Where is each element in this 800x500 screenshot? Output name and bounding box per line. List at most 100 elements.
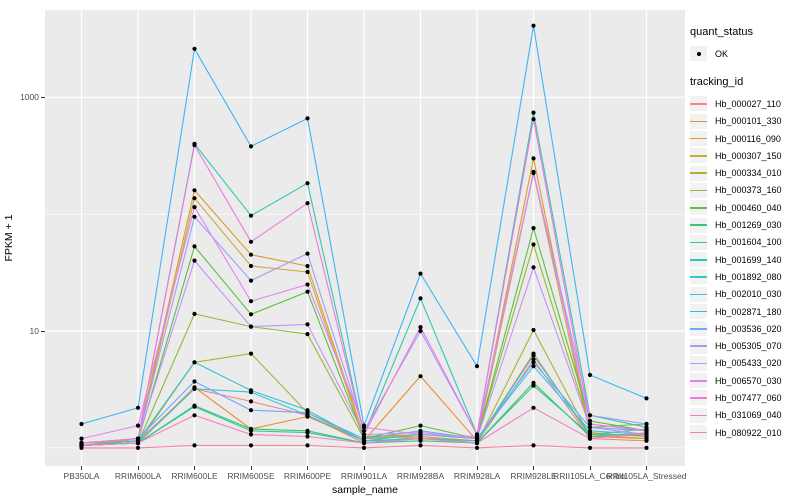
data-point — [531, 265, 536, 270]
x-axis-tick — [646, 466, 647, 470]
legend-item-label: Hb_003536_020 — [715, 323, 782, 334]
legend-item-Hb_001604_100: Hb_001604_100 — [690, 234, 798, 251]
legend-item-ok: OK — [690, 45, 798, 62]
x-axis-tick — [307, 466, 308, 470]
data-point — [192, 360, 197, 365]
data-point — [531, 443, 536, 448]
data-point — [192, 443, 197, 448]
data-point — [361, 425, 367, 430]
x-axis-tick — [533, 466, 534, 470]
data-point — [644, 430, 649, 435]
data-point — [361, 432, 367, 437]
x-tick-label: RRIM600LA — [114, 471, 162, 481]
data-point — [305, 201, 310, 206]
line-key-icon — [690, 217, 707, 233]
legend-item-Hb_001892_080: Hb_001892_080 — [690, 268, 798, 285]
line-key-icon — [690, 182, 707, 198]
y-axis-tick — [41, 96, 45, 98]
data-point — [192, 311, 197, 316]
data-point — [418, 328, 423, 334]
data-point — [418, 432, 423, 437]
legend-item-Hb_031069_040: Hb_031069_040 — [690, 407, 798, 424]
legend-item-label: Hb_007477_060 — [715, 392, 782, 403]
data-point — [531, 169, 536, 174]
x-tick-label: RRII105LA_Control — [553, 471, 627, 481]
data-point — [79, 445, 84, 450]
data-point — [644, 445, 649, 450]
tracking-legend-rows: Hb_000027_110 Hb_000101_330 Hb_000116_090 H… — [690, 95, 798, 441]
legend-item-Hb_000307_150: Hb_000307_150 — [690, 147, 798, 164]
x-axis-tick — [137, 466, 139, 470]
x-axis-tick — [363, 466, 365, 470]
data-point — [248, 263, 254, 269]
data-point — [305, 263, 310, 269]
data-point — [644, 425, 649, 430]
legend-item-label: Hb_005305_070 — [715, 341, 782, 352]
legend-item-label: Hb_000116_090 — [715, 133, 781, 144]
data-point — [248, 443, 254, 448]
legend-item-label: Hb_006570_030 — [715, 375, 782, 386]
legend-item-Hb_007477_060: Hb_007477_060 — [690, 389, 798, 406]
chart-canvas — [45, 10, 685, 466]
data-point — [361, 428, 367, 433]
data-point — [192, 379, 197, 384]
x-axis-tick — [476, 466, 478, 470]
line-key-icon — [690, 234, 707, 250]
data-point — [531, 242, 536, 247]
data-point — [192, 214, 197, 219]
line-key-icon — [690, 355, 707, 371]
data-point — [644, 396, 649, 401]
data-point — [79, 421, 84, 427]
data-point — [135, 405, 141, 410]
legend-item-Hb_003536_020: Hb_003536_020 — [690, 320, 798, 337]
x-axis-tick — [81, 466, 82, 470]
line-key-icon — [690, 425, 707, 441]
data-point — [474, 432, 480, 437]
data-point — [418, 443, 423, 448]
data-point — [587, 418, 593, 423]
x-tick-label: RRII105LA_Stressed — [606, 471, 687, 481]
data-point — [79, 436, 84, 441]
legend-item-Hb_000116_090: Hb_000116_090 — [690, 130, 798, 147]
data-point — [248, 299, 254, 304]
data-point — [644, 421, 649, 427]
plot-panel — [45, 10, 685, 466]
data-point — [531, 23, 536, 28]
legend-item-label: Hb_001604_100 — [715, 237, 782, 248]
data-point — [192, 413, 197, 418]
line-key-icon — [690, 286, 707, 302]
legend-item-label: Hb_002010_030 — [715, 289, 782, 300]
data-point — [305, 282, 310, 287]
legend: quant_status OK tracking_id Hb_000027_11… — [690, 26, 798, 441]
data-point — [531, 383, 536, 388]
legend-item-label: Hb_000373_160 — [715, 185, 782, 196]
data-point — [248, 324, 254, 329]
data-point — [531, 380, 536, 385]
data-point — [587, 445, 593, 450]
data-point — [474, 364, 480, 369]
data-point — [418, 271, 423, 276]
line-key-icon — [690, 252, 707, 268]
legend-item-Hb_001269_030: Hb_001269_030 — [690, 216, 798, 233]
line-key-icon — [690, 390, 707, 406]
legend-item-Hb_000460_040: Hb_000460_040 — [690, 199, 798, 216]
data-point — [418, 374, 423, 379]
data-point — [418, 325, 423, 330]
legend-item-label: Hb_000334_010 — [715, 168, 782, 179]
data-point — [248, 428, 254, 433]
x-axis-tick — [194, 466, 195, 470]
x-tick-label: RRIM928LA — [453, 471, 501, 481]
data-point — [531, 117, 536, 122]
data-point — [474, 445, 480, 450]
data-point — [192, 46, 197, 51]
data-point — [305, 181, 310, 186]
legend-item-label: Hb_000460_040 — [715, 202, 782, 213]
data-point — [248, 213, 254, 218]
x-axis-tick — [420, 466, 421, 470]
data-point — [587, 432, 593, 437]
line-key-icon — [690, 321, 707, 337]
data-point — [531, 226, 536, 231]
legend-item-Hb_000334_010: Hb_000334_010 — [690, 164, 798, 181]
data-point — [248, 312, 254, 317]
legend-item-Hb_005305_070: Hb_005305_070 — [690, 337, 798, 354]
